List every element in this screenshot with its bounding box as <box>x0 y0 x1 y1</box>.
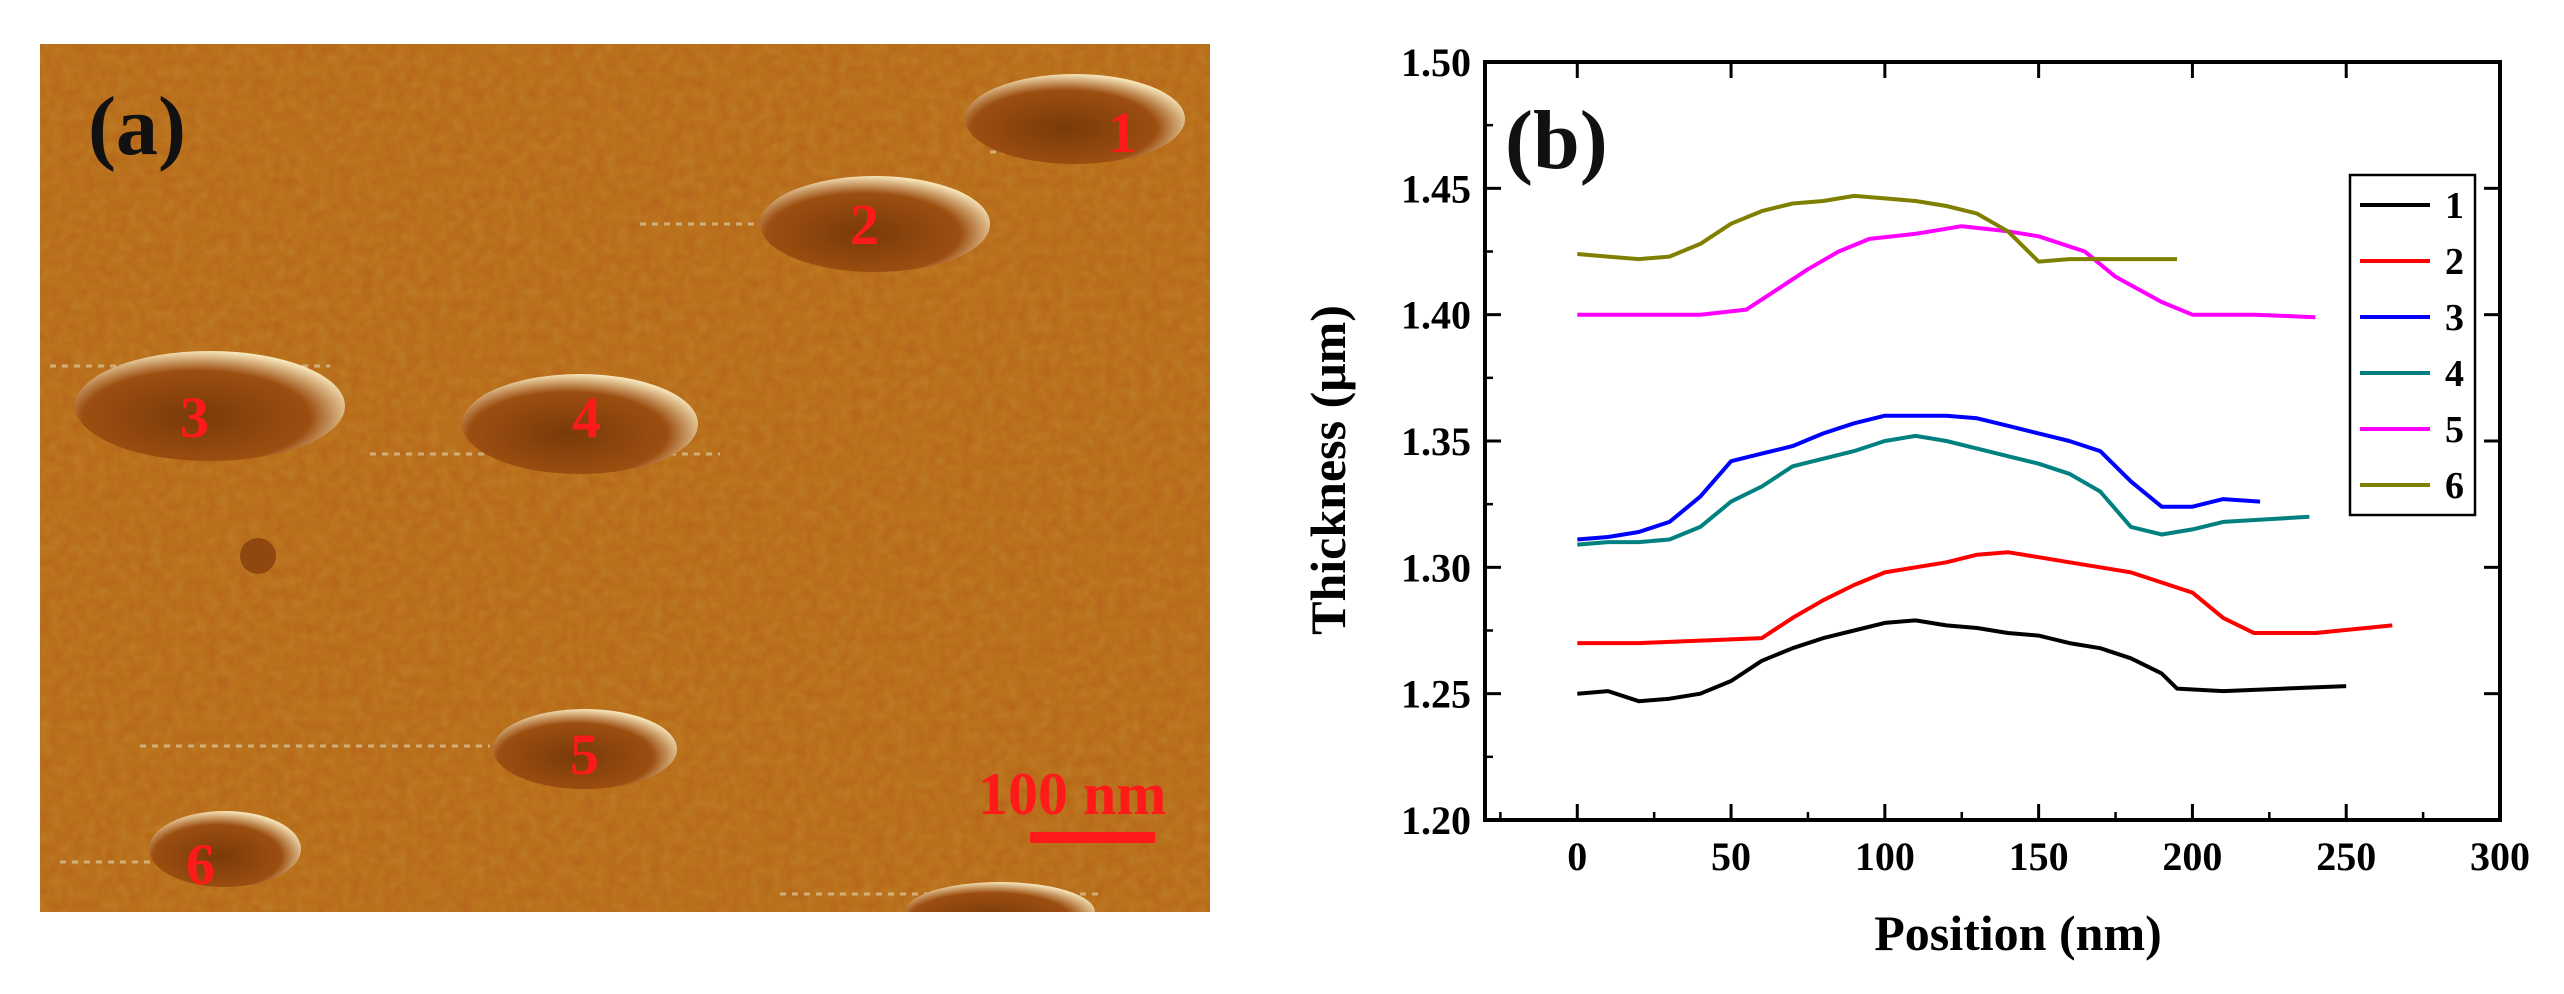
x-tick-label: 250 <box>2316 834 2376 879</box>
legend-label-5: 5 <box>2445 409 2464 451</box>
afm-image-panel: (a) 1 2 3 4 5 6 100 nm <box>40 44 1210 912</box>
y-tick-label: 1.25 <box>1401 672 1471 717</box>
x-tick-label: 100 <box>1855 834 1915 879</box>
series-lines <box>1577 193 2393 704</box>
series-line-2 <box>1577 550 2393 646</box>
legend-label-2: 2 <box>2445 241 2464 283</box>
series-line-1 <box>1577 618 2347 704</box>
y-tick-label: 1.40 <box>1401 293 1471 338</box>
plot-frame <box>1483 60 2502 822</box>
y-tick-label: 1.20 <box>1401 798 1471 843</box>
series-line-3 <box>1577 413 2261 542</box>
afm-features <box>75 74 1185 912</box>
series-line-4 <box>1577 433 2310 547</box>
feature-1 <box>965 74 1185 164</box>
feature-markers: 1 2 3 4 5 6 <box>180 100 1137 897</box>
x-tick-label: 0 <box>1567 834 1587 879</box>
feature-marker: 4 <box>572 385 601 450</box>
small-particle <box>240 538 276 574</box>
axis-ticks <box>1485 60 2502 822</box>
legend-label-4: 4 <box>2445 353 2464 395</box>
y-tick-label: 1.45 <box>1401 166 1471 211</box>
feature-5 <box>493 709 677 789</box>
tick-labels: 0 50 100 150 200 250 300 1.20 1.25 1.30 1.35 1.40 1.… <box>1401 40 2530 879</box>
y-tick-label: 1.30 <box>1401 545 1471 590</box>
feature-4 <box>462 374 698 474</box>
x-tick-label: 150 <box>2009 834 2069 879</box>
feature-marker: 2 <box>850 192 879 257</box>
feature-marker: 5 <box>570 722 599 787</box>
y-axis-title: Thickness (μm) <box>1300 305 1356 635</box>
feature-6 <box>149 811 301 887</box>
legend: 1 2 3 4 5 6 <box>2348 173 2477 517</box>
legend-box <box>2348 173 2477 517</box>
scale-bar <box>1030 832 1155 843</box>
x-tick-label: 200 <box>2162 834 2222 879</box>
feature-3 <box>75 351 345 461</box>
series-line-6 <box>1577 193 2177 264</box>
x-tick-label: 50 <box>1711 834 1751 879</box>
feature-marker: 6 <box>186 832 215 897</box>
scale-bar-label: 100 nm <box>978 761 1166 827</box>
y-tick-label: 1.50 <box>1401 40 1471 85</box>
panel-a-tag: (a) <box>88 80 186 173</box>
x-tick-label: 300 <box>2470 834 2530 879</box>
x-axis-title: Position (nm) <box>1874 905 2162 961</box>
series-line-5 <box>1577 224 2316 320</box>
legend-label-6: 6 <box>2445 465 2464 507</box>
legend-label-3: 3 <box>2445 297 2464 339</box>
feature-marker: 3 <box>180 385 209 450</box>
feature-marker: 1 <box>1108 100 1137 165</box>
y-tick-label: 1.35 <box>1401 419 1471 464</box>
feature-partial <box>905 882 1095 912</box>
feature-2 <box>760 176 990 272</box>
legend-label-1: 1 <box>2445 185 2464 227</box>
panel-b-tag: (b) <box>1505 94 1608 187</box>
